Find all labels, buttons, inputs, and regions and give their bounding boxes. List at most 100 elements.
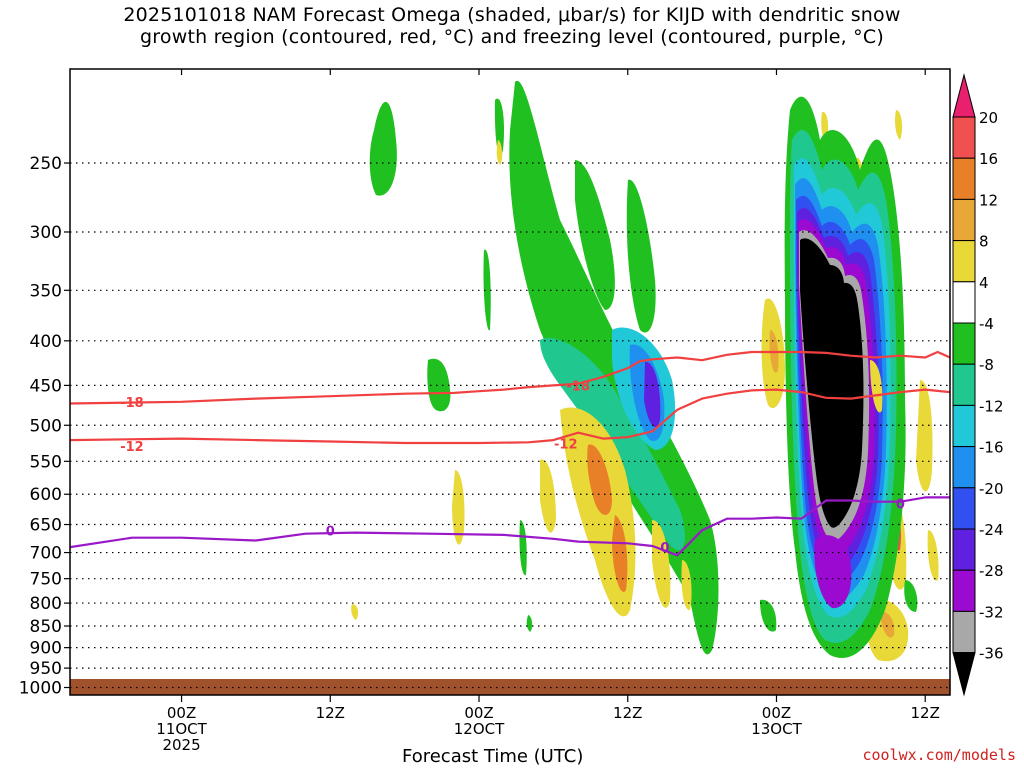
colorbar-swatch [952,487,976,530]
colorbar-swatch [952,322,976,365]
chart-title-line-2: growth region (contoured, red, °C) and f… [140,26,884,48]
colorbar-swatch [952,281,976,324]
omega-shade-blob [904,580,918,612]
x-tick-label: 11OCT [156,720,207,738]
omega-shade-positive [496,140,503,165]
x-tick-label: 13OCT [751,720,802,738]
omega-shade-strong [814,535,852,609]
x-tick-label: 2025 [162,736,200,754]
y-tick-label: 500 [30,416,62,436]
omega-shade-blob [427,358,451,412]
chart-grid [70,162,950,689]
omega-shade-positive [927,530,939,581]
colorbar-swatch [952,610,976,654]
y-tick-label: 450 [30,376,62,396]
colorbar-label: -4 [979,315,994,333]
contour-label: 0 [326,524,335,539]
y-tick-label: 650 [30,516,62,536]
contour-lines [70,350,950,557]
omega-shade-positive [880,611,895,638]
y-tick-label: 550 [30,452,62,472]
y-tick-label: 850 [30,617,62,637]
colorbar-label: -8 [979,356,994,374]
colorbar-swatch [952,240,976,283]
colorbar-swatch [952,569,976,612]
x-tick-label: 00Z [762,704,791,722]
x-tick-label: 12OCT [454,720,505,738]
omega-shade-positive [612,515,628,592]
colorbar-swatch [952,116,976,159]
omega-shade-blob [483,249,491,331]
colorbar-label: -28 [979,562,1004,580]
colorbar-swatch [952,528,976,571]
contour-label: 0 [896,498,905,513]
y-tick-label: 950 [30,659,62,679]
omega-shade-positive [895,110,903,140]
colorbar-swatch [952,157,976,200]
omega-shade-strong [800,238,864,528]
x-tick-label: 12Z [613,704,642,722]
colorbar-label: -32 [979,603,1004,621]
y-axis: 2503003504004505005506006507007508008509… [19,154,70,699]
colorbar-bottom-arrow [952,652,976,697]
colorbar-swatch [952,446,976,489]
omega-shade-blob [760,599,777,632]
omega-shade-positive [916,380,933,492]
y-tick-label: 900 [30,639,62,659]
omega-shade-blob [494,98,505,156]
colorbar-label: -20 [979,480,1004,498]
omega-shade-positive [540,459,556,533]
omega-shade-strong [870,360,883,413]
contour-line-minus12 [70,388,950,445]
x-tick-label: 12Z [911,704,940,722]
y-tick-label: 300 [30,223,62,243]
omega-shading [351,80,939,662]
omega-shade-positive [351,604,359,620]
colorbar-label: -36 [979,645,1004,663]
x-tick-label: 12Z [316,704,345,722]
y-tick-label: 750 [30,570,62,590]
credit-text: coolwx.com/models [862,746,1016,764]
y-tick-label: 250 [30,154,62,174]
omega-shade-positive [652,520,671,608]
colorbar-swatch [952,404,976,448]
omega-shade-region [575,160,615,310]
contour-line-0 [70,496,950,557]
colorbar: 20 16 12 8 4 -4 -8 -12 -16 -20 -24 -28 -32 -36 [952,73,1004,697]
colorbar-label: 4 [979,274,989,292]
contour-label: -12 [120,440,144,455]
contour-label: -18 [120,396,144,411]
contour-label: -12 [554,438,578,453]
colorbar-label: -16 [979,439,1004,457]
x-tick-label: 00Z [464,704,493,722]
ground-strip [70,679,950,695]
y-tick-label: 350 [30,281,62,301]
omega-shade-positive [681,560,692,611]
omega-shade-positive [519,520,527,576]
plot-frame [69,68,951,696]
omega-shade-positive [587,444,612,515]
colorbar-label: -24 [979,521,1004,539]
y-tick-label: 700 [30,544,62,564]
y-tick-label: 600 [30,485,62,505]
x-tick-label: 00Z [167,704,196,722]
omega-shade-blob [526,615,533,632]
colorbar-label: 16 [979,150,998,168]
omega-shade-region [644,361,661,428]
colorbar-label: 20 [979,109,998,127]
y-tick-label: 800 [30,594,62,614]
colorbar-swatch [952,198,976,242]
colorbar-label: 8 [979,233,989,251]
colorbar-swatch [952,363,976,406]
x-axis-label: Forecast Time (UTC) [402,746,584,767]
omega-shade-positive [452,470,465,545]
chart-title-line-1: 2025101018 NAM Forecast Omega (shaded, μ… [123,4,901,26]
y-tick-label: 400 [30,332,62,352]
colorbar-top-arrow [952,73,976,118]
colorbar-label: -12 [979,397,1004,415]
y-tick-label: 1000 [19,679,62,699]
colorbar-label: 12 [979,191,998,209]
